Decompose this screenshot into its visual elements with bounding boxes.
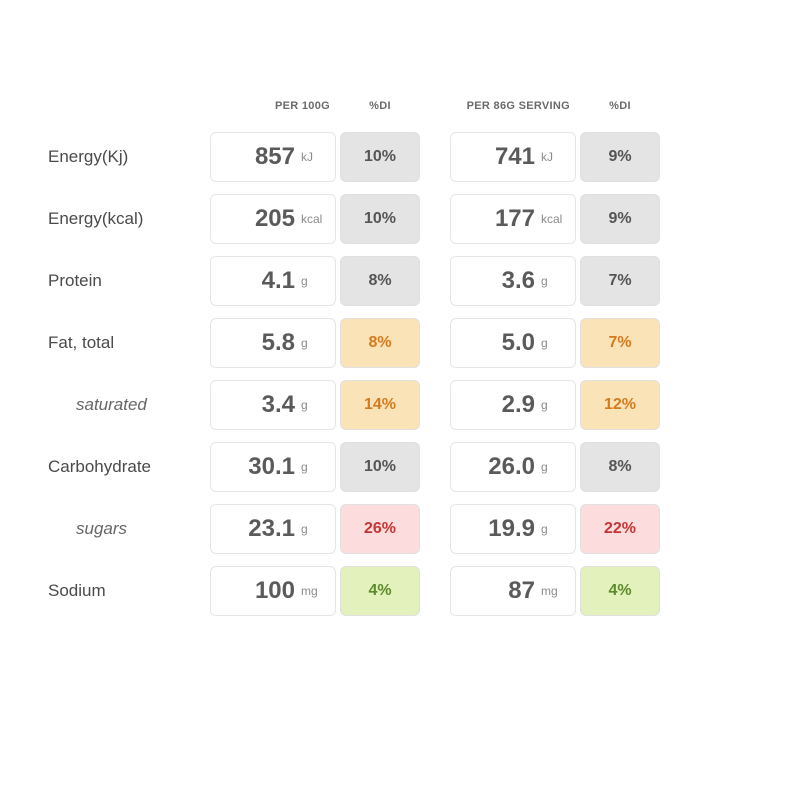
value-number: 2.9 <box>502 391 535 419</box>
value-cell-serving: 19.9 g <box>450 504 576 554</box>
value-unit: kJ <box>301 150 325 164</box>
value-number: 5.0 <box>502 329 535 357</box>
di-cell-serving: 12% <box>580 380 660 430</box>
value-cell-per100g: 30.1 g <box>210 442 336 492</box>
value-number: 30.1 <box>248 453 295 481</box>
value-cell-serving: 26.0 g <box>450 442 576 492</box>
value-unit: g <box>301 522 325 536</box>
value-cell-per100g: 857 kJ <box>210 132 336 182</box>
value-number: 4.1 <box>262 267 295 295</box>
value-unit: g <box>541 398 565 412</box>
row-label: Carbohydrate <box>40 449 210 485</box>
row-label: Energy(kcal) <box>40 201 210 237</box>
di-cell-serving: 8% <box>580 442 660 492</box>
value-cell-per100g: 4.1 g <box>210 256 336 306</box>
value-number: 87 <box>508 577 535 605</box>
value-cell-per100g: 100 mg <box>210 566 336 616</box>
value-cell-per100g: 205 kcal <box>210 194 336 244</box>
di-cell-per100g: 14% <box>340 380 420 430</box>
value-unit: g <box>301 460 325 474</box>
di-cell-serving: 7% <box>580 256 660 306</box>
value-number: 741 <box>495 143 535 171</box>
header-di-1: %DI <box>340 100 420 126</box>
value-number: 19.9 <box>488 515 535 543</box>
header-per-100g: PER 100G <box>210 100 340 126</box>
row-label: Fat, total <box>40 325 210 361</box>
value-number: 100 <box>255 577 295 605</box>
value-unit: mg <box>541 584 565 598</box>
header-di-2: %DI <box>580 100 660 126</box>
value-number: 26.0 <box>488 453 535 481</box>
di-cell-serving: 4% <box>580 566 660 616</box>
value-cell-serving: 3.6 g <box>450 256 576 306</box>
di-cell-per100g: 8% <box>340 256 420 306</box>
value-unit: g <box>541 460 565 474</box>
di-cell-serving: 7% <box>580 318 660 368</box>
value-unit: g <box>541 336 565 350</box>
value-number: 3.4 <box>262 391 295 419</box>
value-unit: g <box>541 274 565 288</box>
value-cell-serving: 177 kcal <box>450 194 576 244</box>
row-label: Sodium <box>40 573 210 609</box>
di-cell-per100g: 10% <box>340 194 420 244</box>
di-cell-serving: 9% <box>580 194 660 244</box>
value-cell-per100g: 3.4 g <box>210 380 336 430</box>
value-cell-per100g: 5.8 g <box>210 318 336 368</box>
value-unit: kJ <box>541 150 565 164</box>
row-label: Protein <box>40 263 210 299</box>
value-unit: g <box>301 336 325 350</box>
value-cell-serving: 741 kJ <box>450 132 576 182</box>
value-cell-serving: 87 mg <box>450 566 576 616</box>
value-unit: mg <box>301 584 325 598</box>
value-unit: kcal <box>301 212 325 226</box>
header-per-serving: PER 86G SERVING <box>450 100 580 126</box>
value-cell-serving: 5.0 g <box>450 318 576 368</box>
value-number: 23.1 <box>248 515 295 543</box>
row-label: saturated <box>40 387 210 423</box>
di-cell-per100g: 10% <box>340 442 420 492</box>
value-unit: kcal <box>541 212 565 226</box>
value-unit: g <box>301 274 325 288</box>
di-cell-per100g: 26% <box>340 504 420 554</box>
value-cell-per100g: 23.1 g <box>210 504 336 554</box>
di-cell-per100g: 4% <box>340 566 420 616</box>
di-cell-per100g: 8% <box>340 318 420 368</box>
value-unit: g <box>541 522 565 536</box>
di-cell-serving: 9% <box>580 132 660 182</box>
value-number: 177 <box>495 205 535 233</box>
nutrition-table: PER 100G %DI PER 86G SERVING %DI Energy(… <box>40 100 760 622</box>
value-number: 857 <box>255 143 295 171</box>
value-unit: g <box>301 398 325 412</box>
row-label: sugars <box>40 511 210 547</box>
value-number: 205 <box>255 205 295 233</box>
di-cell-per100g: 10% <box>340 132 420 182</box>
di-cell-serving: 22% <box>580 504 660 554</box>
value-number: 3.6 <box>502 267 535 295</box>
value-number: 5.8 <box>262 329 295 357</box>
value-cell-serving: 2.9 g <box>450 380 576 430</box>
row-label: Energy(Kj) <box>40 139 210 175</box>
